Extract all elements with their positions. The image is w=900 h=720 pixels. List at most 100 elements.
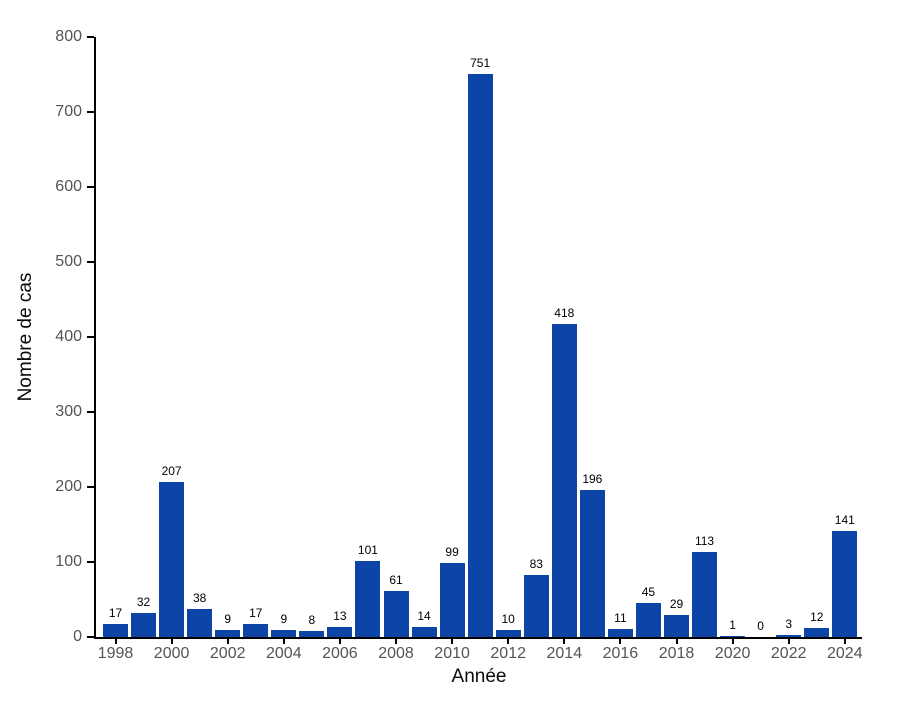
y-axis-tick-label: 400 bbox=[55, 328, 82, 345]
bar-value-label: 1 bbox=[729, 618, 736, 633]
x-axis-tick-label: 2002 bbox=[209, 645, 246, 662]
bar bbox=[776, 634, 802, 637]
x-axis-tick-label: 2012 bbox=[490, 645, 526, 662]
bar-value-label: 9 bbox=[224, 612, 232, 627]
y-axis-tick bbox=[87, 336, 94, 338]
bar-value-label: 14 bbox=[417, 608, 431, 623]
bar-value-label: 17 bbox=[249, 606, 263, 621]
x-axis-tick bbox=[282, 639, 285, 644]
bar-value-label: 0 bbox=[757, 619, 764, 633]
x-axis-tick bbox=[338, 639, 341, 644]
bar-value-label: 99 bbox=[445, 544, 459, 559]
bar bbox=[187, 608, 213, 637]
bar bbox=[103, 624, 128, 637]
x-axis-tick bbox=[843, 639, 846, 644]
x-axis-tick bbox=[731, 639, 734, 644]
x-axis-tick bbox=[451, 639, 454, 644]
bar bbox=[159, 481, 185, 637]
bar-value-label: 45 bbox=[641, 585, 656, 600]
x-axis-tick-label: 2022 bbox=[770, 645, 807, 662]
y-axis-tick-label: 300 bbox=[55, 403, 82, 420]
x-axis-tick bbox=[507, 639, 510, 644]
x-axis-tick-label: 2016 bbox=[602, 645, 639, 662]
bar-value-label: 101 bbox=[357, 543, 378, 558]
bar-value-label: 751 bbox=[470, 55, 491, 70]
bar-value-label: 29 bbox=[669, 597, 684, 612]
bar bbox=[439, 562, 465, 637]
bar-value-label: 11 bbox=[614, 610, 627, 625]
bar bbox=[383, 591, 409, 637]
y-axis-tick-label: 700 bbox=[55, 103, 82, 120]
bar-value-label: 196 bbox=[582, 472, 603, 486]
bar-value-label: 9 bbox=[280, 612, 288, 627]
bar bbox=[327, 627, 353, 637]
y-axis-tick-label: 0 bbox=[73, 628, 82, 645]
bar-value-label: 113 bbox=[694, 534, 715, 549]
y-axis-tick bbox=[87, 561, 94, 563]
x-axis-tick bbox=[619, 639, 622, 644]
x-axis-line bbox=[94, 637, 862, 639]
bar bbox=[131, 613, 157, 637]
x-axis-tick-label: 1998 bbox=[97, 645, 134, 662]
x-axis-tick bbox=[563, 639, 566, 644]
bar-value-label: 83 bbox=[529, 556, 543, 571]
y-axis-tick bbox=[87, 186, 94, 188]
bar bbox=[635, 603, 661, 637]
bar bbox=[299, 631, 325, 637]
x-axis-tick-label: 2010 bbox=[434, 645, 470, 662]
bar-value-label: 8 bbox=[308, 613, 316, 627]
y-axis-tick-label: 100 bbox=[55, 553, 82, 570]
x-axis-tick bbox=[226, 639, 229, 644]
y-axis-tick bbox=[87, 111, 94, 113]
bar bbox=[523, 574, 549, 637]
x-axis-tick-label: 2000 bbox=[153, 645, 190, 662]
bar-value-label: 38 bbox=[192, 590, 207, 605]
y-axis-tick bbox=[87, 636, 94, 638]
x-axis-tick bbox=[675, 639, 678, 644]
bar-value-label: 32 bbox=[136, 595, 151, 609]
x-axis-tick-label: 2014 bbox=[546, 645, 583, 662]
bar bbox=[271, 630, 297, 637]
y-axis-tick-label: 500 bbox=[55, 253, 82, 270]
bar-value-label: 12 bbox=[810, 610, 824, 624]
x-axis-tick-label: 2008 bbox=[378, 645, 414, 662]
x-axis-tick bbox=[787, 639, 790, 644]
bar bbox=[355, 561, 381, 637]
y-axis-tick bbox=[87, 36, 94, 38]
x-axis-tick-label: 2020 bbox=[714, 645, 751, 662]
bar bbox=[495, 629, 521, 637]
y-axis-tick bbox=[87, 486, 94, 488]
bar bbox=[607, 628, 633, 637]
bar bbox=[804, 628, 830, 637]
x-axis-tick bbox=[114, 639, 117, 644]
bar bbox=[215, 630, 241, 637]
y-axis-tick bbox=[87, 261, 94, 263]
bar bbox=[579, 490, 605, 637]
x-axis-tick-label: 2018 bbox=[658, 645, 695, 662]
bar bbox=[664, 615, 689, 637]
bar bbox=[832, 531, 858, 637]
plot-area: 17 32 207 38 9 17 9 8 1 3 101 61 14 99 751 10 83 418 196 11… bbox=[96, 37, 862, 637]
y-axis-line bbox=[94, 37, 96, 639]
y-axis-tick-label: 200 bbox=[55, 478, 82, 495]
y-axis-tick-label: 800 bbox=[55, 28, 82, 45]
bar-value-label: 10 bbox=[501, 611, 515, 626]
bar-value-label: 3 bbox=[785, 616, 793, 631]
x-axis-tick-label: 2004 bbox=[266, 645, 302, 662]
bar-value-label: 17 bbox=[108, 606, 123, 621]
x-axis-tick-label: 2006 bbox=[322, 645, 358, 662]
x-axis-tick bbox=[170, 639, 173, 644]
bar bbox=[411, 626, 437, 637]
bar-value-label: 207 bbox=[161, 463, 182, 478]
bar bbox=[467, 73, 493, 637]
y-axis-tick-label: 600 bbox=[55, 178, 82, 195]
bar bbox=[720, 636, 746, 637]
bar bbox=[551, 323, 577, 637]
bar bbox=[243, 624, 269, 637]
bar-value-label: 61 bbox=[389, 573, 403, 588]
bar bbox=[692, 552, 718, 637]
bar-value-label: 141 bbox=[834, 513, 855, 528]
bar-value-label: 418 bbox=[554, 305, 575, 320]
x-axis-title: Année bbox=[451, 666, 507, 687]
